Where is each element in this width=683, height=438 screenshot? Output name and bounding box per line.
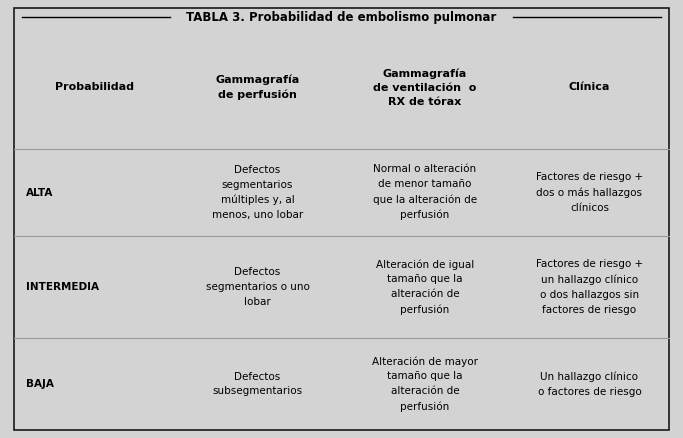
Text: Defectos
segmentarios o uno
lobar: Defectos segmentarios o uno lobar — [206, 267, 309, 307]
Text: Defectos
subsegmentarios: Defectos subsegmentarios — [212, 371, 303, 396]
Text: ALTA: ALTA — [26, 187, 53, 198]
Text: Probabilidad: Probabilidad — [55, 82, 134, 92]
Text: TABLA 3. Probabilidad de embolismo pulmonar: TABLA 3. Probabilidad de embolismo pulmo… — [186, 11, 497, 24]
Text: Clínica: Clínica — [569, 82, 610, 92]
Text: Factores de riesgo +
un hallazgo clínico
o dos hallazgos sin
factores de riesgo: Factores de riesgo + un hallazgo clínico… — [536, 259, 643, 314]
Text: INTERMEDIA: INTERMEDIA — [26, 282, 99, 292]
Text: Alteración de igual
tamaño que la
alteración de
perfusión: Alteración de igual tamaño que la altera… — [376, 259, 474, 315]
Text: Gammagrafía
de perfusión: Gammagrafía de perfusión — [215, 75, 300, 100]
Text: Defectos
segmentarios
múltiples y, al
menos, uno lobar: Defectos segmentarios múltiples y, al me… — [212, 165, 303, 220]
Text: Normal o alteración
de menor tamaño
que la alteración de
perfusión: Normal o alteración de menor tamaño que … — [373, 165, 477, 220]
Text: Factores de riesgo +
dos o más hallazgos
clínicos: Factores de riesgo + dos o más hallazgos… — [536, 172, 643, 213]
Text: Alteración de mayor
tamaño que la
alteración de
perfusión: Alteración de mayor tamaño que la altera… — [372, 356, 478, 412]
Text: Gammagrafía
de ventilación  o
RX de tórax: Gammagrafía de ventilación o RX de tórax — [374, 68, 477, 107]
Text: BAJA: BAJA — [26, 379, 54, 389]
Text: Un hallazgo clínico
o factores de riesgo: Un hallazgo clínico o factores de riesgo — [538, 371, 641, 397]
